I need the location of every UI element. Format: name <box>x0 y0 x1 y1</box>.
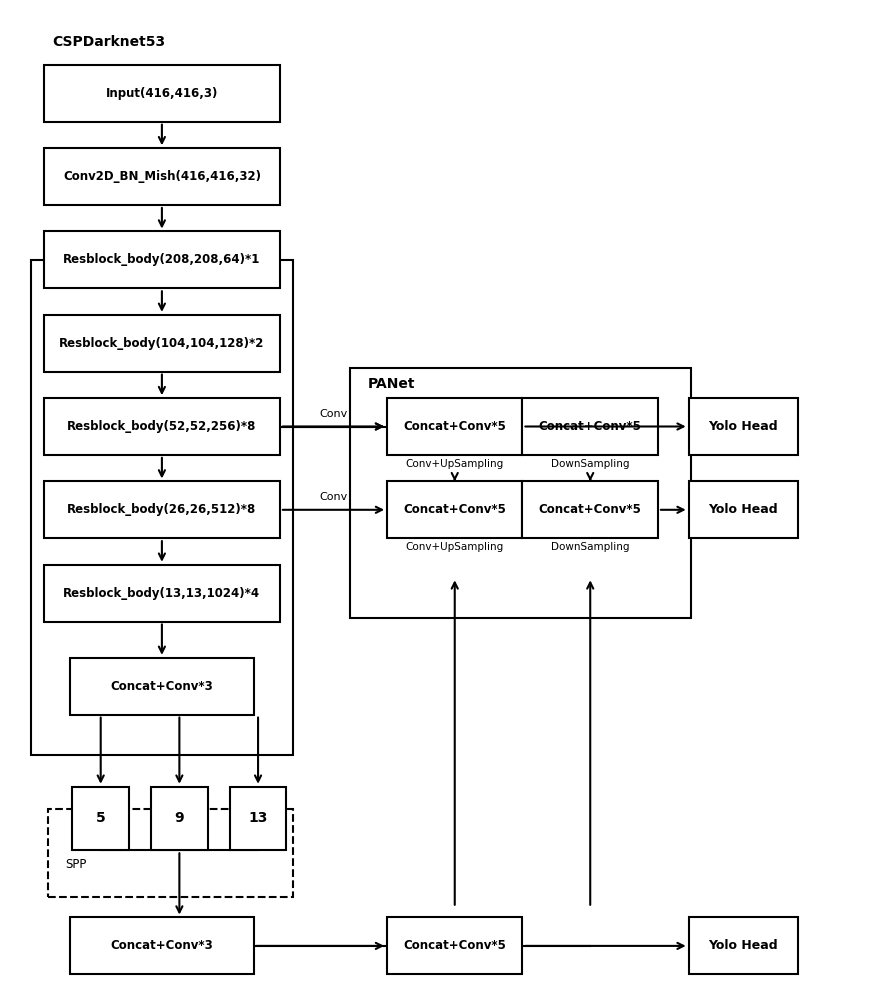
Text: Concat+Conv*5: Concat+Conv*5 <box>539 503 641 516</box>
FancyBboxPatch shape <box>689 398 797 455</box>
Text: Concat+Conv*5: Concat+Conv*5 <box>403 503 506 516</box>
Text: Yolo Head: Yolo Head <box>708 503 778 516</box>
Text: Input(416,416,3): Input(416,416,3) <box>106 87 218 100</box>
FancyBboxPatch shape <box>44 398 280 455</box>
FancyBboxPatch shape <box>350 368 690 618</box>
Text: Conv: Conv <box>319 492 348 502</box>
Text: Concat+Conv*5: Concat+Conv*5 <box>539 420 641 433</box>
Text: Concat+Conv*3: Concat+Conv*3 <box>111 939 213 952</box>
FancyBboxPatch shape <box>44 315 280 372</box>
FancyBboxPatch shape <box>387 481 523 538</box>
FancyBboxPatch shape <box>387 398 523 455</box>
Text: Yolo Head: Yolo Head <box>708 420 778 433</box>
Text: DownSampling: DownSampling <box>551 542 630 552</box>
FancyBboxPatch shape <box>44 231 280 288</box>
FancyBboxPatch shape <box>44 481 280 538</box>
FancyBboxPatch shape <box>387 917 523 974</box>
FancyBboxPatch shape <box>72 787 129 850</box>
Text: 13: 13 <box>248 812 268 826</box>
FancyBboxPatch shape <box>44 565 280 622</box>
FancyBboxPatch shape <box>30 260 293 755</box>
Text: 9: 9 <box>175 812 184 826</box>
Text: Resblock_body(104,104,128)*2: Resblock_body(104,104,128)*2 <box>59 337 265 350</box>
Text: Conv2D_BN_Mish(416,416,32): Conv2D_BN_Mish(416,416,32) <box>63 170 260 183</box>
FancyBboxPatch shape <box>44 65 280 122</box>
Text: 5: 5 <box>95 812 105 826</box>
Text: Resblock_body(52,52,256)*8: Resblock_body(52,52,256)*8 <box>67 420 257 433</box>
FancyBboxPatch shape <box>689 917 797 974</box>
Text: Concat+Conv*5: Concat+Conv*5 <box>403 939 506 952</box>
Text: Yolo Head: Yolo Head <box>708 939 778 952</box>
FancyBboxPatch shape <box>151 787 208 850</box>
FancyBboxPatch shape <box>523 481 658 538</box>
FancyBboxPatch shape <box>523 398 658 455</box>
FancyBboxPatch shape <box>70 917 253 974</box>
FancyBboxPatch shape <box>689 481 797 538</box>
Text: Conv: Conv <box>319 409 348 419</box>
Text: Concat+Conv*5: Concat+Conv*5 <box>403 420 506 433</box>
FancyBboxPatch shape <box>229 787 286 850</box>
Text: CSPDarknet53: CSPDarknet53 <box>53 34 166 48</box>
FancyBboxPatch shape <box>44 148 280 205</box>
Text: Conv+UpSampling: Conv+UpSampling <box>406 459 504 469</box>
Text: PANet: PANet <box>368 377 415 391</box>
Text: SPP: SPP <box>66 858 87 871</box>
Text: Concat+Conv*3: Concat+Conv*3 <box>111 680 213 693</box>
Text: Resblock_body(13,13,1024)*4: Resblock_body(13,13,1024)*4 <box>63 587 260 600</box>
Text: Resblock_body(26,26,512)*8: Resblock_body(26,26,512)*8 <box>67 503 257 516</box>
Text: DownSampling: DownSampling <box>551 459 630 469</box>
FancyBboxPatch shape <box>48 809 293 897</box>
FancyBboxPatch shape <box>70 658 253 715</box>
Text: Conv+UpSampling: Conv+UpSampling <box>406 542 504 552</box>
Text: Resblock_body(208,208,64)*1: Resblock_body(208,208,64)*1 <box>63 253 260 266</box>
